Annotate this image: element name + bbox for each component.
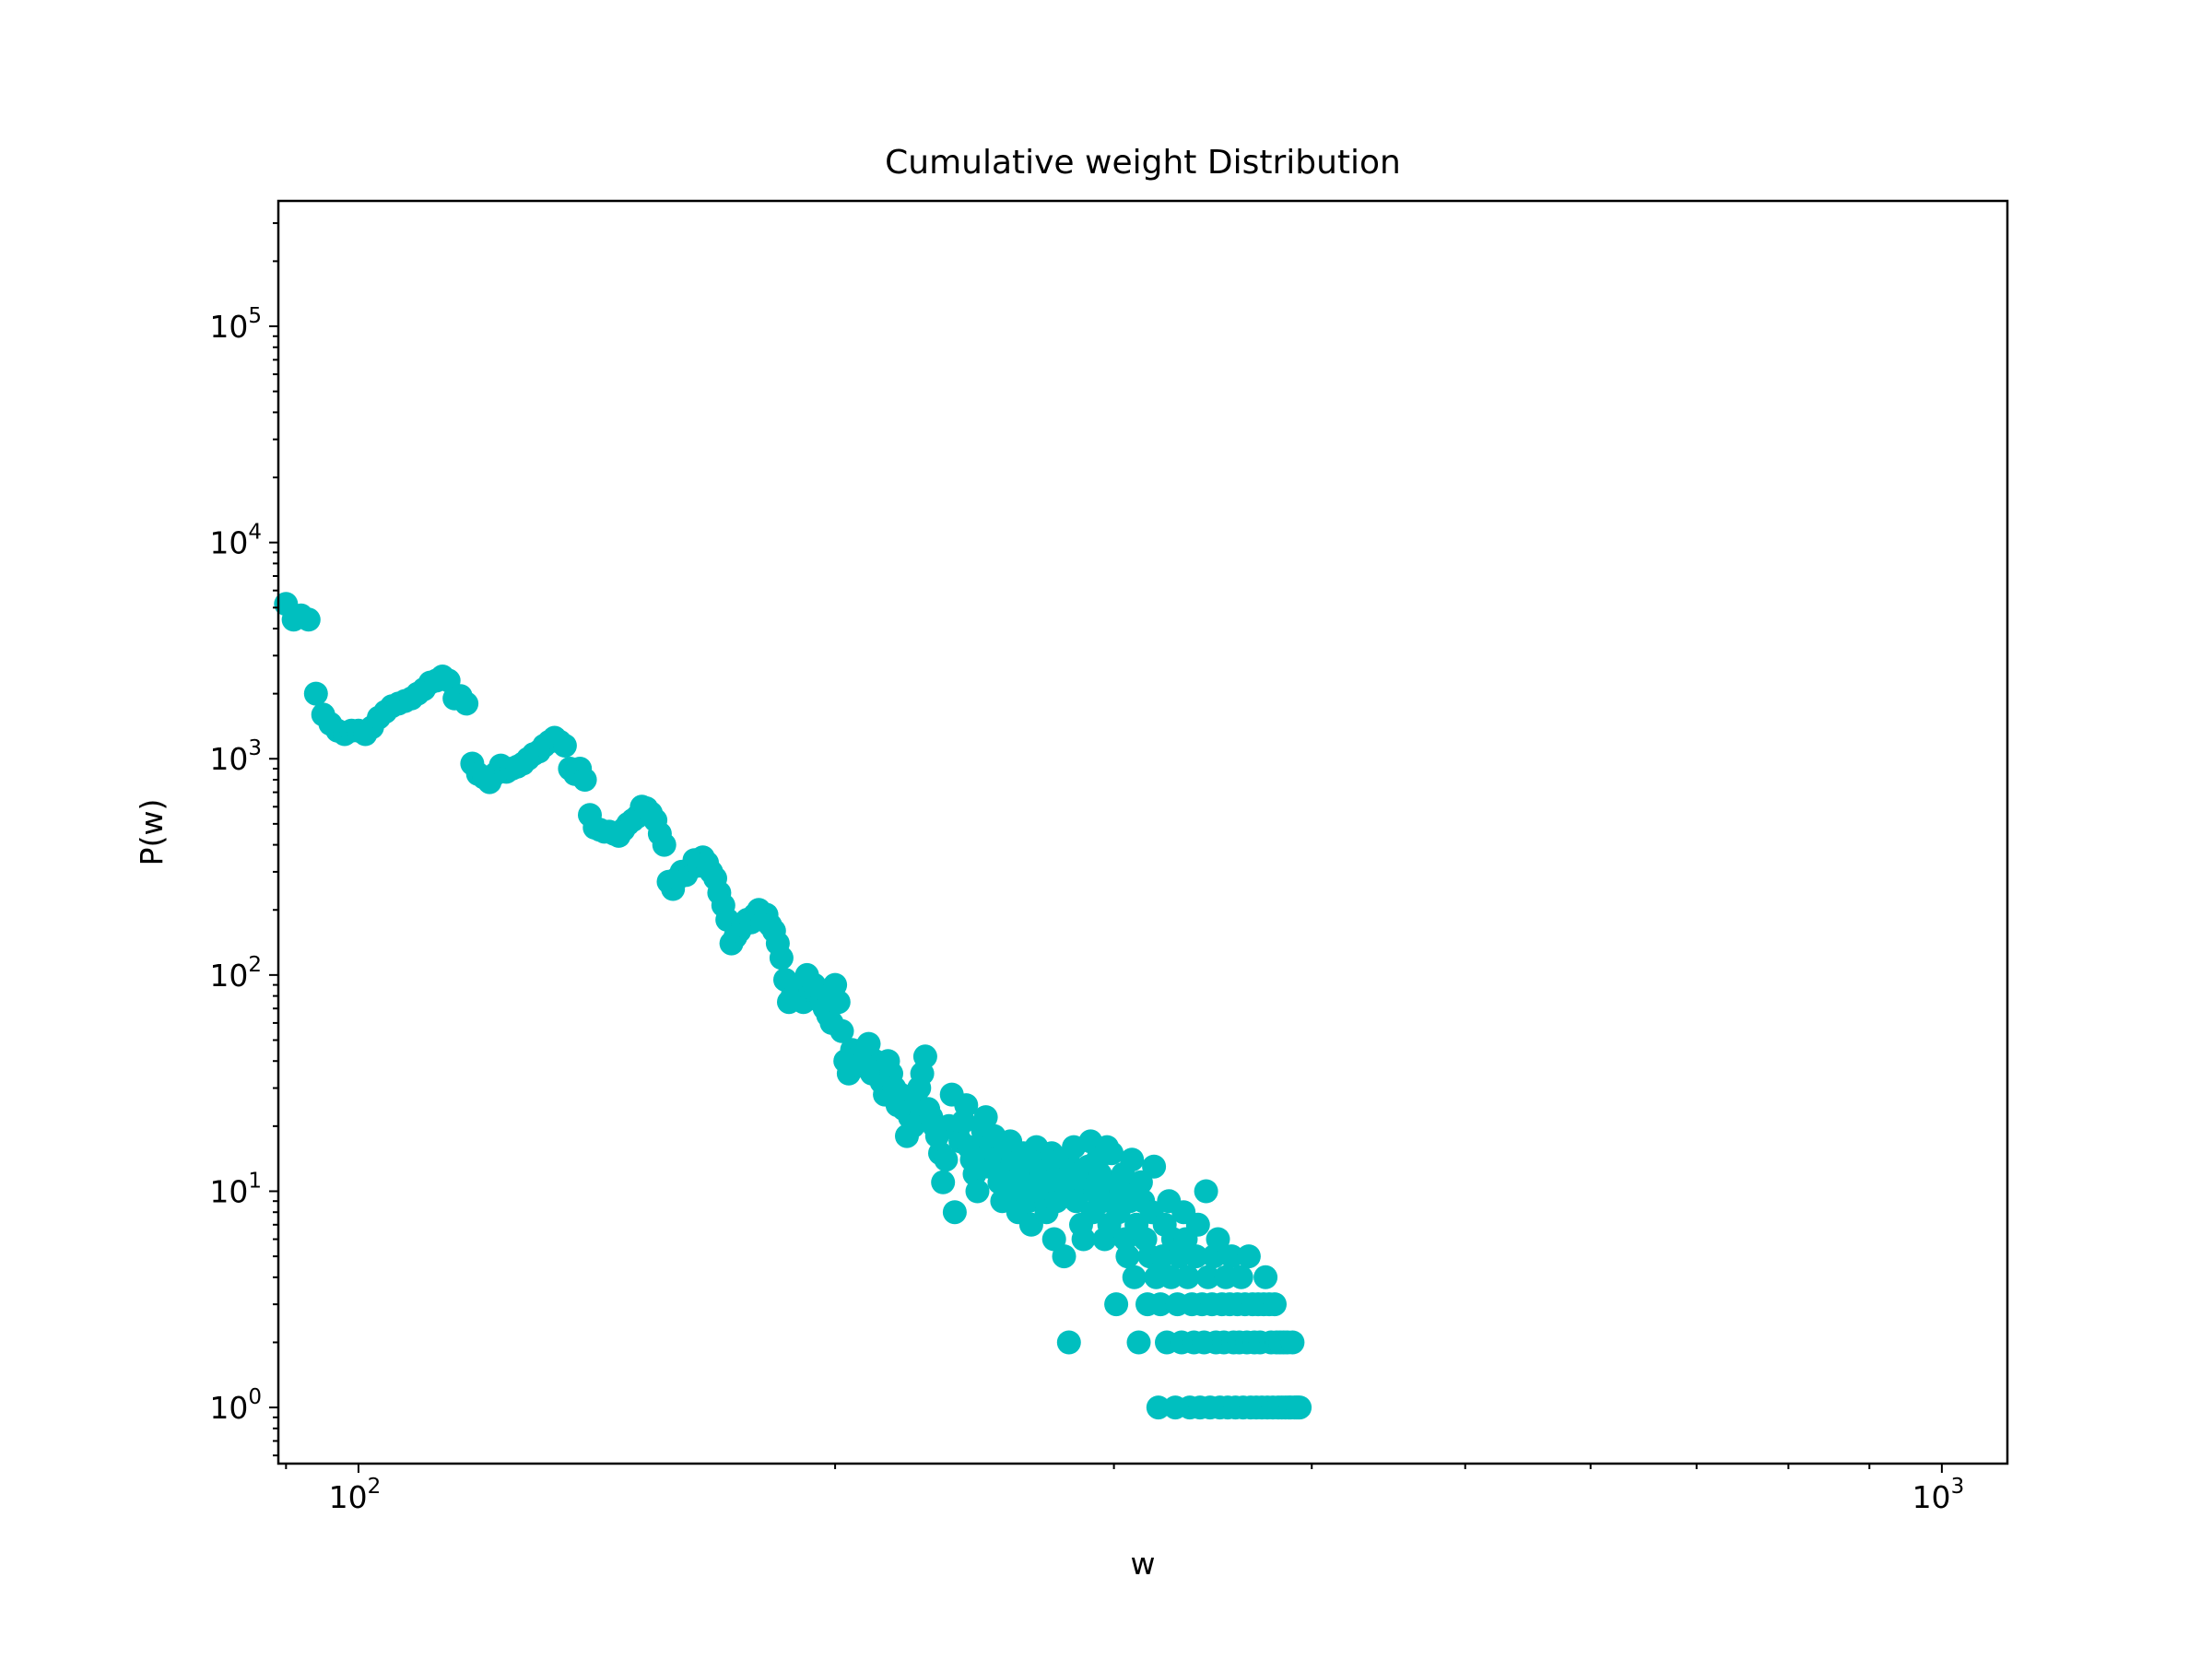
scatter-point-0-27 bbox=[454, 691, 479, 716]
x-axis: 102 103 bbox=[285, 1464, 1965, 1515]
x-tick-label-base-1: 10 bbox=[1912, 1479, 1951, 1515]
scatter-point-0-49 bbox=[572, 768, 597, 792]
scatter-point-0-275 bbox=[1236, 1244, 1261, 1269]
scatter-point-0-144 bbox=[931, 1170, 956, 1194]
x-tick-label-base-0: 10 bbox=[329, 1479, 368, 1515]
scatter-point-0-95 bbox=[769, 946, 794, 971]
scatter-point-0-189 bbox=[1052, 1244, 1077, 1269]
y-tick-label-base-2: 10 bbox=[209, 958, 248, 994]
scatter-point-0-228 bbox=[1142, 1154, 1167, 1179]
y-tick-label-base-1: 10 bbox=[209, 1173, 248, 1209]
scatter-point-0-284 bbox=[1253, 1265, 1278, 1289]
scatter-point-0-148 bbox=[942, 1200, 967, 1225]
x-tick-label-exp-1: 3 bbox=[1951, 1475, 1965, 1499]
scatter-point-0-211 bbox=[1104, 1292, 1129, 1317]
y-tick-label-exp-0: 0 bbox=[248, 1385, 262, 1409]
scatter-point-0-244 bbox=[1175, 1265, 1200, 1289]
scatter-point-0-159 bbox=[973, 1105, 998, 1130]
scatter-point-0-216 bbox=[1115, 1244, 1140, 1269]
scatter-point-0-231 bbox=[1148, 1292, 1173, 1317]
scatter-point-0-230 bbox=[1146, 1395, 1171, 1420]
scatter-point-0-232 bbox=[1150, 1244, 1175, 1269]
scatter-point-0-209 bbox=[1100, 1141, 1124, 1166]
y-tick-label-base-5: 10 bbox=[209, 309, 248, 345]
scatter-point-0-253 bbox=[1194, 1179, 1218, 1204]
scatter-point-0-145 bbox=[934, 1147, 959, 1172]
scatter-point-0-45 bbox=[552, 734, 577, 758]
scatter-point-0-134 bbox=[900, 1113, 925, 1138]
scatter-point-0-156 bbox=[965, 1179, 990, 1204]
scatter-point-0-271 bbox=[1229, 1265, 1253, 1289]
y-tick-label-base-4: 10 bbox=[209, 525, 248, 561]
scatter-point-0-138 bbox=[912, 1044, 937, 1069]
scatter-point-0-197 bbox=[1071, 1227, 1096, 1252]
scatter-point-0-112 bbox=[830, 1018, 854, 1043]
chart-title: Cumulative weight Distribution bbox=[885, 144, 1401, 182]
y-tick-label-3: 103 bbox=[209, 736, 262, 777]
scatter-point-0-222 bbox=[1128, 1170, 1153, 1194]
y-tick-label-exp-4: 4 bbox=[248, 521, 262, 545]
scatter-point-0-219 bbox=[1122, 1265, 1147, 1289]
scatter-point-0-66 bbox=[652, 832, 677, 857]
scatter-point-0-191 bbox=[1056, 1330, 1081, 1355]
scatter-point-0-303 bbox=[1288, 1395, 1312, 1420]
y-tick-label-0: 100 bbox=[209, 1385, 262, 1426]
scatter-point-0-152 bbox=[954, 1093, 979, 1118]
scatter-point-0-266 bbox=[1219, 1244, 1244, 1269]
x-tick-label-exp-0: 2 bbox=[368, 1475, 382, 1499]
y-tick-label-exp-5: 5 bbox=[248, 304, 262, 328]
y-tick-label-exp-2: 2 bbox=[248, 953, 262, 977]
scatter-point-0-221 bbox=[1126, 1330, 1151, 1355]
y-axis-label: P(w) bbox=[134, 799, 170, 866]
scatter-point-0-289 bbox=[1263, 1292, 1287, 1317]
scatter-point-0-218 bbox=[1120, 1147, 1145, 1172]
scatter-point-0-248 bbox=[1183, 1244, 1208, 1269]
x-axis-label: w bbox=[1131, 1546, 1156, 1582]
y-tick-label-base-3: 10 bbox=[209, 741, 248, 777]
y-tick-label-base-0: 10 bbox=[209, 1390, 248, 1426]
x-tick-label-1: 103 bbox=[1912, 1475, 1965, 1515]
scatter-point-0-3 bbox=[296, 607, 321, 632]
scatter-point-0-236 bbox=[1159, 1265, 1183, 1289]
scatter-points bbox=[274, 592, 1312, 1420]
scatter-point-0-259 bbox=[1206, 1227, 1230, 1252]
y-tick-label-exp-3: 3 bbox=[248, 736, 262, 760]
y-tick-label-1: 101 bbox=[209, 1169, 262, 1209]
plot-frame bbox=[276, 199, 2009, 1465]
y-tick-label-5: 105 bbox=[209, 304, 262, 345]
scatter-point-0-4 bbox=[303, 681, 328, 706]
x-tick-label-0: 102 bbox=[329, 1475, 382, 1515]
y-tick-label-4: 104 bbox=[209, 521, 262, 561]
y-tick-label-exp-1: 1 bbox=[248, 1169, 262, 1193]
scatter-point-0-254 bbox=[1195, 1265, 1220, 1289]
scatter-point-0-249 bbox=[1185, 1212, 1210, 1237]
y-tick-label-2: 102 bbox=[209, 953, 262, 994]
scatter-point-0-111 bbox=[826, 990, 851, 1015]
scatter-point-0-299 bbox=[1280, 1330, 1305, 1355]
